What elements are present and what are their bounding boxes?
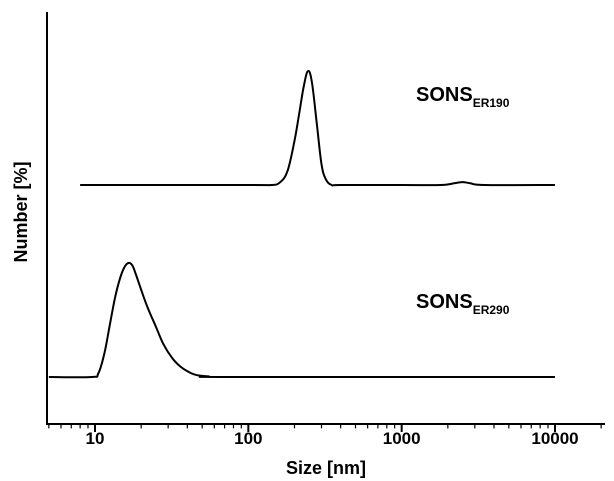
- x-axis-label: Size [nm]: [286, 458, 366, 478]
- x-tick-label: 10: [86, 429, 105, 448]
- series-line-er290: [48, 261, 556, 379]
- axes: [46, 12, 605, 425]
- y-axis-label: Number [%]: [11, 161, 31, 262]
- series-line-er190: [80, 69, 556, 187]
- series-label-er190: SONSER190: [416, 84, 510, 110]
- x-tick-label: 100: [234, 429, 262, 448]
- series-group: SONSER190 SONSER290: [48, 69, 556, 379]
- series-label-er290: SONSER290: [416, 291, 510, 317]
- x-tick-label: 1000: [383, 429, 421, 448]
- x-tick-label: 10000: [531, 429, 578, 448]
- x-ticks: 10 100 1000 10000: [48, 424, 602, 448]
